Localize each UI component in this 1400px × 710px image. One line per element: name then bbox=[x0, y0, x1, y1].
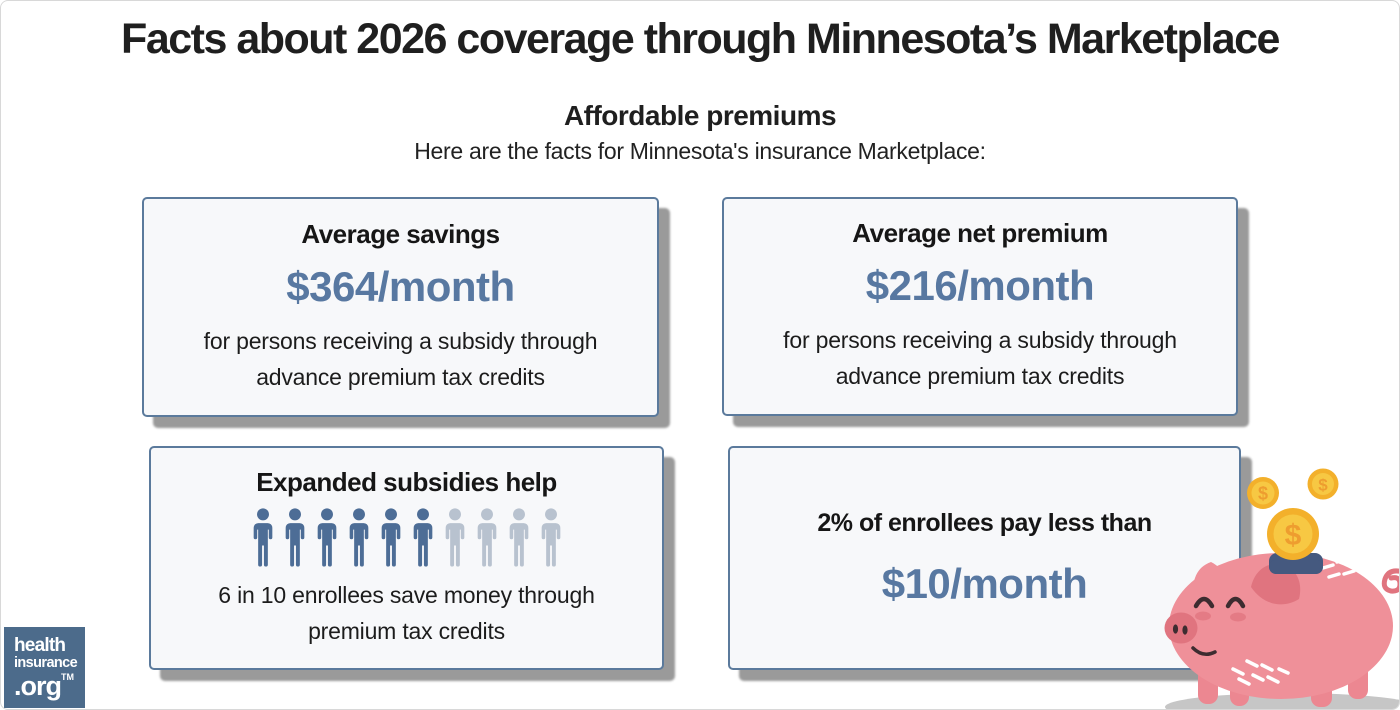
pig-cheek bbox=[1195, 611, 1211, 621]
card-average-net-premium: Average net premium $216/month for perso… bbox=[722, 197, 1238, 416]
logo-text-insurance: insurance bbox=[14, 655, 78, 671]
stat-value-average-net-premium: $216/month bbox=[865, 262, 1095, 310]
intro-text: Here are the facts for Minnesota's insur… bbox=[414, 138, 986, 164]
section-subtitle: Affordable premiums bbox=[563, 100, 837, 131]
piggy-bank-illustration: $ $ $ bbox=[1164, 468, 1399, 709]
pig-nostril bbox=[1182, 625, 1188, 635]
healthinsurance-org-logo: health insurance .orgTM bbox=[4, 627, 85, 708]
card-description: for persons receiving a subsidy through … bbox=[203, 327, 598, 390]
card-heading: Expanded subsidies help bbox=[256, 466, 557, 497]
svg-text:$: $ bbox=[1285, 519, 1302, 552]
card-description: 6 in 10 enrollees save money through pre… bbox=[218, 581, 595, 644]
svg-text:$: $ bbox=[1318, 476, 1328, 495]
pig-ear-right-icon bbox=[1251, 563, 1301, 605]
pig-eye-icon bbox=[1193, 596, 1215, 609]
pig-smile bbox=[1191, 646, 1217, 656]
card-heading: Average savings bbox=[301, 218, 500, 249]
person-icon bbox=[505, 507, 533, 569]
card-average-savings: Average savings $364/month for persons r… bbox=[142, 197, 659, 417]
pig-body bbox=[1169, 553, 1393, 699]
stat-value-low-premium: $10/month bbox=[881, 559, 1088, 607]
person-icon bbox=[441, 507, 469, 569]
person-icon bbox=[345, 507, 373, 569]
person-icon bbox=[377, 507, 405, 569]
logo-text-health: health bbox=[14, 635, 66, 656]
pig-nostril bbox=[1172, 624, 1179, 634]
pig-ground-shadow bbox=[1165, 693, 1399, 709]
logo-text-org: .orgTM bbox=[14, 670, 74, 701]
card-low-premium-share: 2% of enrollees pay less than $10/month bbox=[728, 446, 1241, 670]
card-heading: Average net premium bbox=[852, 218, 1108, 249]
stat-value-average-savings: $364/month bbox=[286, 262, 515, 310]
coin-slot-front bbox=[1269, 560, 1323, 574]
coin-icon-small: $ bbox=[1307, 468, 1339, 500]
person-icon bbox=[473, 507, 501, 569]
card-description: for persons receiving a subsidy through … bbox=[783, 327, 1177, 389]
svg-text:$: $ bbox=[1258, 484, 1268, 504]
card-heading: 2% of enrollees pay less than bbox=[817, 508, 1152, 537]
pig-highlight-dashes bbox=[1231, 557, 1364, 686]
person-icon bbox=[249, 507, 277, 569]
person-icon bbox=[313, 507, 341, 569]
person-icon bbox=[409, 507, 437, 569]
enrollee-pictogram bbox=[249, 507, 565, 569]
pig-snout-icon bbox=[1164, 612, 1198, 644]
pig-cheek bbox=[1230, 612, 1246, 622]
coin-icon-small: $ bbox=[1247, 477, 1279, 509]
page-title: Facts about 2026 coverage through Minnes… bbox=[121, 15, 1280, 63]
pig-tail-icon bbox=[1381, 568, 1399, 594]
card-expanded-subsidies: Expanded subsidies help 6 in 10 enrollee… bbox=[149, 446, 664, 670]
person-icon bbox=[537, 507, 565, 569]
person-icon bbox=[281, 507, 309, 569]
trademark-symbol: TM bbox=[61, 671, 74, 682]
pig-eye-icon bbox=[1225, 596, 1246, 609]
coin-icon-large: $ bbox=[1267, 508, 1319, 560]
